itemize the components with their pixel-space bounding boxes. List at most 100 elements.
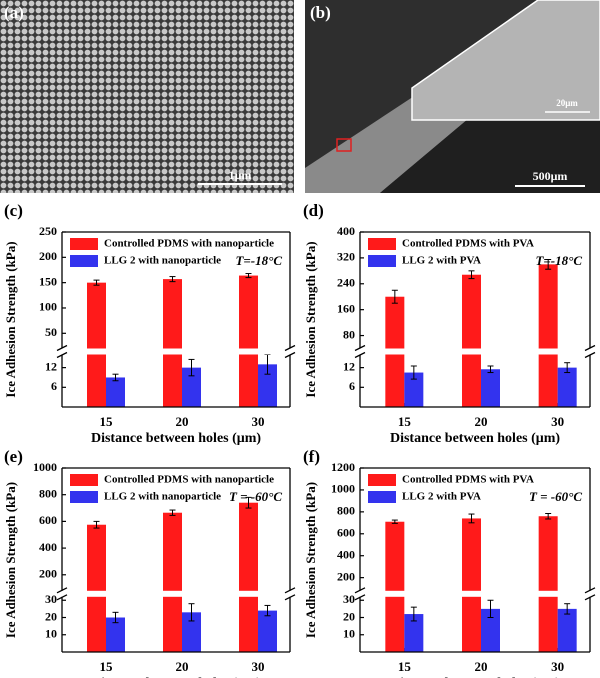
x-tick-label: 15: [398, 414, 412, 429]
bar: [462, 518, 481, 652]
panel-label: (e): [4, 447, 23, 466]
break-mark: [284, 344, 296, 352]
break-mark: [56, 594, 68, 601]
x-tick-label: 30: [551, 659, 564, 674]
y-tick-label: 30: [343, 592, 355, 606]
bar: [557, 367, 577, 407]
break-mark: [584, 351, 596, 359]
y-tick-label: 320: [337, 250, 355, 264]
bar: [385, 521, 405, 652]
annotation: T=-18°C: [235, 253, 282, 268]
legend-label: LLG 2 with PVA: [402, 255, 481, 267]
y-tick-label: 1000: [331, 482, 355, 496]
y-tick-label: 10: [343, 627, 355, 641]
y-tick-label: 1000: [33, 460, 57, 474]
bar: [182, 367, 201, 407]
break-mark: [584, 587, 596, 594]
bar: [258, 364, 277, 407]
annotation: T = -60°C: [529, 489, 582, 504]
y-tick-label: 400: [337, 547, 355, 561]
break-mark: [584, 594, 596, 601]
bar: [462, 274, 481, 407]
bar: [538, 516, 558, 652]
y-tick-label: 6: [51, 379, 57, 393]
break-mark: [354, 587, 366, 594]
y-tick-label: 20: [45, 609, 57, 623]
legend-swatch: [70, 238, 98, 250]
image-b: (b) 20μm 500μm: [305, 0, 600, 193]
y-tick-label: 6: [349, 379, 355, 393]
y-tick-label: 50: [45, 325, 57, 339]
scale-label: 1μm: [229, 168, 252, 182]
y-tick-label: 1200: [331, 460, 355, 474]
y-tick-label: 30: [45, 592, 57, 606]
x-tick-label: 15: [100, 659, 114, 674]
x-axis-label: Distance between holes (μm): [91, 676, 261, 678]
break-mark: [284, 587, 296, 594]
bar: [239, 275, 258, 407]
y-axis-label: Ice Adhesion Strength (kPa): [3, 482, 18, 638]
bar: [239, 502, 258, 652]
legend-label: Controlled PDMS with nanoparticle: [104, 238, 274, 250]
legend-label: Controlled PDMS with nanoparticle: [104, 474, 274, 486]
x-tick-label: 15: [100, 414, 114, 429]
y-tick-label: 20: [343, 609, 355, 623]
y-axis-label: Ice Adhesion Strength (kPa): [3, 241, 18, 397]
x-axis-label: Distance between holes (μm): [91, 431, 261, 446]
y-tick-label: 600: [337, 526, 355, 540]
legend-label: LLG 2 with nanoparticle: [104, 491, 221, 503]
bar: [163, 279, 182, 407]
break-mark: [584, 344, 596, 352]
y-tick-label: 800: [39, 486, 57, 500]
axis-break-band: [359, 348, 591, 355]
annotation: T=-18°C: [535, 253, 582, 268]
bar: [163, 512, 182, 652]
axis-break-band: [61, 348, 291, 355]
inset: [411, 0, 600, 121]
chart: (c) 6 12 50 100 150 200 250 15 20 30 Controlled PDM…: [3, 201, 296, 446]
y-tick-label: 160: [337, 301, 355, 315]
bar: [106, 377, 125, 407]
break-mark: [354, 594, 366, 601]
chart: (e) 10 20 30 200 400 600 800 1000 15 20 30 Controlle…: [3, 447, 296, 678]
y-tick-label: 100: [39, 300, 57, 314]
x-tick-label: 30: [252, 414, 265, 429]
y-tick-label: 12: [45, 359, 57, 373]
x-tick-label: 15: [398, 659, 412, 674]
x-tick-label: 20: [475, 659, 488, 674]
bar: [106, 617, 125, 652]
y-axis-label: Ice Adhesion Strength (kPa): [303, 482, 318, 638]
legend-label: LLG 2 with nanoparticle: [104, 255, 221, 267]
x-tick-label: 30: [252, 659, 265, 674]
y-tick-label: 200: [39, 249, 57, 263]
break-mark: [284, 594, 296, 601]
break-mark: [56, 351, 68, 359]
panel-label: (a): [4, 3, 24, 22]
legend-swatch: [368, 491, 396, 503]
break-mark: [56, 344, 68, 352]
y-tick-label: 800: [337, 504, 355, 518]
zoom-box: [336, 138, 352, 152]
x-axis-label: Distance between holes (μm): [390, 676, 560, 678]
bar: [182, 612, 201, 652]
bar: [87, 282, 106, 407]
legend-swatch: [70, 491, 98, 503]
scale-label: 500μm: [533, 169, 568, 183]
y-tick-label: 400: [39, 540, 57, 554]
y-tick-label: 150: [39, 274, 57, 288]
y-tick-label: 200: [39, 567, 57, 581]
bar: [87, 524, 106, 652]
legend-swatch: [70, 474, 98, 486]
axis-break-band: [359, 590, 591, 597]
y-tick-label: 200: [337, 569, 355, 583]
x-tick-label: 20: [176, 414, 189, 429]
y-tick-label: 12: [343, 359, 355, 373]
legend-label: Controlled PDMS with PVA: [402, 238, 534, 250]
break-mark: [56, 587, 68, 594]
panel-label: (f): [303, 447, 320, 466]
x-tick-label: 20: [475, 414, 488, 429]
y-tick-label: 80: [343, 327, 355, 341]
panel-label: (c): [4, 201, 23, 220]
y-tick-label: 10: [45, 627, 57, 641]
